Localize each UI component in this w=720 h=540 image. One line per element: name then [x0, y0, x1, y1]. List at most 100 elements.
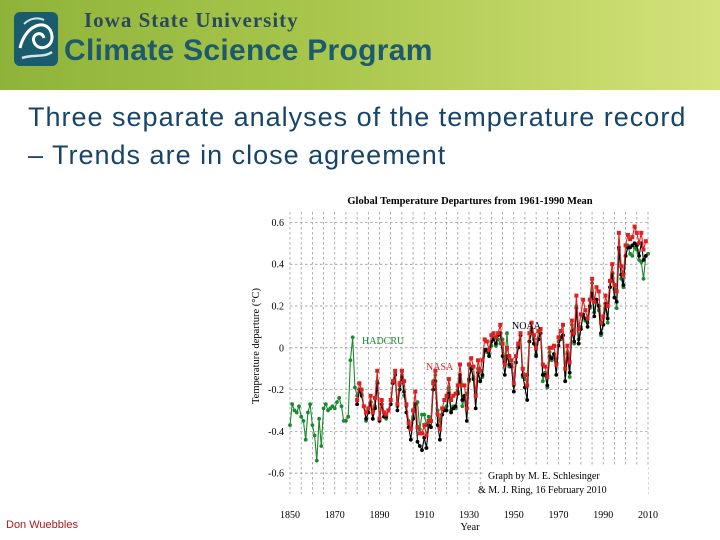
- data-point-hadcru: [297, 404, 301, 409]
- data-point-hadcru: [299, 414, 304, 419]
- data-point-noaa: [572, 339, 577, 344]
- data-point-noaa: [415, 439, 420, 444]
- data-point-hadcru: [301, 419, 306, 423]
- data-point-nasa: [538, 327, 543, 331]
- data-point-nasa: [507, 354, 512, 359]
- data-point-nasa: [637, 241, 642, 246]
- data-point-nasa: [359, 387, 364, 392]
- data-point-hadcru: [321, 406, 326, 411]
- data-point-noaa: [525, 398, 530, 402]
- y-axis-label: Temperature departure (°C): [251, 288, 262, 404]
- temperature-chart: Global Temperature Departures from 1961-…: [251, 196, 658, 531]
- data-point-nasa: [397, 381, 402, 386]
- data-point-nasa: [536, 329, 541, 334]
- data-point-nasa: [415, 425, 420, 430]
- header-banner: Iowa State University Climate Science Pr…: [0, 0, 720, 90]
- data-point-noaa: [612, 295, 617, 300]
- data-point-nasa: [417, 431, 422, 436]
- data-point-nasa: [572, 331, 577, 336]
- data-point-hadcru: [303, 437, 308, 442]
- data-point-nasa: [619, 264, 624, 269]
- data-point-noaa: [599, 331, 603, 336]
- data-point-nasa: [429, 418, 433, 423]
- data-point-hadcru: [308, 402, 312, 407]
- data-point-noaa: [464, 419, 469, 423]
- y-tick-label: 0.2: [272, 302, 285, 313]
- data-point-hadcru: [348, 358, 353, 363]
- data-point-nasa: [402, 379, 407, 384]
- data-point-nasa: [395, 402, 400, 407]
- data-point-nasa: [487, 347, 492, 352]
- data-point-noaa: [395, 408, 400, 413]
- data-point-nasa: [422, 423, 427, 428]
- data-point-hadcru: [335, 400, 339, 404]
- data-point-noaa: [453, 404, 458, 409]
- data-point-nasa: [520, 366, 525, 371]
- data-point-nasa: [628, 237, 633, 242]
- data-point-nasa: [576, 327, 581, 331]
- data-point-hadcru: [314, 458, 319, 463]
- data-point-nasa: [496, 331, 501, 336]
- data-point-nasa: [569, 318, 574, 323]
- data-point-noaa: [408, 437, 413, 442]
- data-point-nasa: [476, 358, 480, 363]
- data-point-hadcru: [339, 404, 344, 409]
- data-point-noaa: [424, 446, 429, 450]
- isu-swirl-logo-icon: [14, 12, 58, 66]
- x-tick-label: 1990: [593, 510, 613, 521]
- data-point-nasa: [489, 333, 494, 338]
- data-point-nasa: [525, 383, 530, 388]
- x-tick-label: 1850: [280, 510, 300, 521]
- data-point-noaa: [480, 373, 485, 377]
- data-point-nasa: [368, 393, 373, 398]
- data-point-nasa: [596, 289, 601, 294]
- data-point-nasa: [420, 431, 424, 436]
- data-point-nasa: [522, 372, 527, 377]
- data-point-hadcru: [294, 410, 299, 415]
- data-point-nasa: [554, 362, 559, 367]
- data-point-nasa: [500, 341, 505, 346]
- data-point-hadcru: [310, 423, 315, 427]
- data-point-nasa: [377, 416, 382, 421]
- data-point-nasa: [355, 398, 360, 402]
- data-point-nasa: [630, 235, 635, 240]
- data-point-nasa: [514, 354, 518, 359]
- data-point-hadcru: [317, 416, 321, 421]
- data-point-nasa: [435, 412, 440, 417]
- data-point-noaa: [420, 448, 424, 452]
- y-tick-label: 0.6: [272, 218, 285, 229]
- data-point-nasa: [462, 383, 467, 388]
- data-point-noaa: [473, 406, 478, 411]
- data-point-nasa: [413, 389, 418, 394]
- data-point-nasa: [543, 364, 548, 369]
- data-point-noaa: [605, 316, 610, 321]
- data-point-nasa: [491, 331, 496, 336]
- data-point-hadcru: [353, 385, 357, 390]
- data-point-nasa: [563, 366, 568, 371]
- x-tick-label: 1970: [549, 510, 569, 521]
- program-name: Climate Science Program: [64, 34, 433, 67]
- data-point-noaa: [592, 314, 597, 319]
- credit-line-2: & M. J. Ring, 16 February 2010: [478, 485, 607, 496]
- data-point-nasa: [547, 345, 552, 350]
- data-point-noaa: [444, 408, 449, 413]
- data-point-nasa: [574, 293, 579, 298]
- data-point-nasa: [444, 393, 449, 398]
- data-point-noaa: [478, 379, 483, 384]
- data-point-nasa: [531, 333, 536, 338]
- data-point-nasa: [616, 230, 621, 235]
- data-point-hadcru: [426, 414, 431, 419]
- data-point-nasa: [480, 358, 485, 363]
- data-point-nasa: [558, 329, 563, 334]
- series-lines: [288, 224, 650, 463]
- data-point-nasa: [601, 314, 606, 319]
- data-point-nasa: [641, 247, 646, 252]
- data-point-nasa: [366, 406, 371, 411]
- data-point-noaa: [576, 341, 581, 346]
- data-point-noaa: [585, 325, 590, 329]
- data-point-nasa: [632, 224, 637, 229]
- data-point-nasa: [458, 362, 462, 367]
- data-point-nasa: [471, 364, 476, 369]
- data-point-nasa: [388, 398, 393, 402]
- data-point-noaa: [621, 283, 626, 287]
